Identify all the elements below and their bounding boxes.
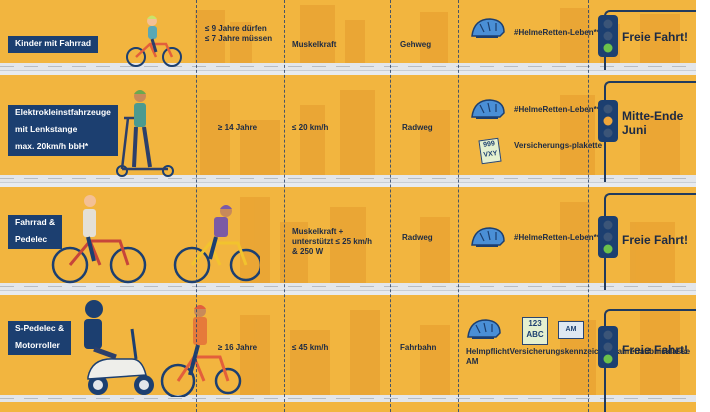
lane-text: Radweg [402, 123, 433, 132]
lane-text: Radweg [402, 233, 433, 242]
speed-text: Muskelkraft [292, 40, 337, 49]
equipment-text: #HelmeRetten-Leben** [514, 105, 600, 114]
equipment-text: HelmpflichtVersicherungskennzeichenFahre… [466, 347, 691, 366]
extra-text: Versicherungs-plakette [514, 141, 603, 150]
e-scooter-illustration [116, 90, 174, 177]
row-kinder: Kinder mit Fahrrad ≤ 9 Jahre dürfen ≤ 7 J… [0, 0, 696, 70]
lane-text: Fahrbahn [400, 343, 437, 352]
lane-text: Gehweg [400, 40, 432, 49]
traffic-light-icon [598, 100, 618, 142]
speed-text: Muskelkraft + unterstützt ≤ 25 km/h & 250 … [292, 227, 372, 256]
status-text: Freie Fahrt! [622, 233, 689, 247]
driving-license-icon: AM [558, 321, 584, 339]
city-background [200, 90, 680, 177]
traffic-light-icon [598, 15, 618, 57]
age-text: ≥ 14 Jahre [218, 123, 258, 132]
scooter-riders-illustration [84, 300, 242, 397]
traffic-light-icon [598, 326, 618, 368]
child-bicycle-illustration [126, 15, 182, 67]
equipment-text: #HelmeRetten-Leben** [514, 233, 600, 242]
column-separator [458, 0, 459, 412]
status-text: Freie Fahrt! [622, 343, 689, 357]
equipment-text: #HelmeRetten-Leben** [514, 28, 600, 37]
status-text: Mitte-Ende Juni [622, 109, 684, 137]
traffic-light-icon [598, 216, 618, 258]
vehicle-label: Fahrrad & Pedelec [8, 215, 63, 249]
row-elektrokleinstfahrzeuge: Elektrokleinstfahrzeuge mit Lenkstange max… [0, 75, 696, 182]
helmet-icon [471, 18, 505, 38]
vehicle-label: Kinder mit Fahrrad [8, 36, 99, 53]
age-text: ≤ 9 Jahre dürfen ≤ 7 Jahre müssen [205, 24, 273, 43]
helmet-icon [471, 227, 505, 247]
helmet-icon [467, 319, 501, 339]
status-text: Freie Fahrt! [622, 30, 689, 44]
row-fahrrad-pedelec: Fahrrad & Pedelec Muskelkraft + unterstütz… [0, 187, 696, 290]
column-separator [588, 0, 589, 412]
column-separator [196, 0, 197, 412]
right-margin [696, 0, 710, 412]
bicycle-riders-illustration [51, 195, 260, 284]
helmet-icon [471, 99, 505, 119]
row-s-pedelec-motorroller: S-Pedelec & Motorroller ≥ 16 Jahre ≤ 45 k… [0, 295, 696, 412]
column-separator [284, 0, 285, 412]
city-background [195, 5, 680, 65]
vehicle-label: S-Pedelec & Motorroller [8, 321, 72, 355]
vehicle-label: Elektrokleinstfahrzeuge mit Lenkstange max… [8, 105, 118, 156]
speed-text: ≤ 20 km/h [292, 123, 329, 132]
license-plate-icon: 123 ABC [522, 317, 548, 345]
speed-text: ≤ 45 km/h [292, 343, 329, 352]
insurance-plate-icon: 999 VXY [478, 137, 502, 165]
city-background [240, 197, 675, 285]
column-separator [390, 0, 391, 412]
city-background [240, 310, 680, 395]
age-text: ≥ 16 Jahre [218, 343, 258, 352]
